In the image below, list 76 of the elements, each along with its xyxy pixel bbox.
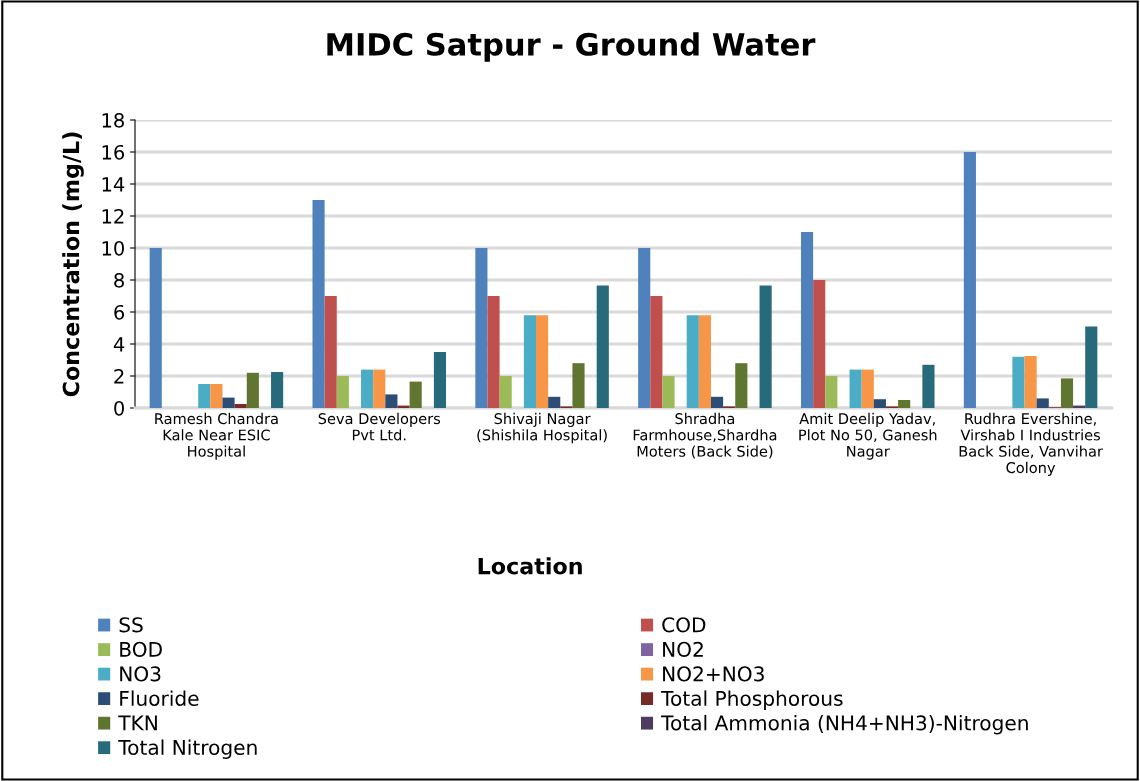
legend-label: NO2+NO3 <box>663 666 764 682</box>
bar <box>638 248 651 408</box>
bar <box>1036 398 1049 408</box>
bar <box>487 296 500 408</box>
bar <box>385 394 398 408</box>
bar <box>698 315 711 408</box>
bar <box>800 232 814 408</box>
y-tick-label: 14 <box>102 177 125 192</box>
bar <box>397 405 410 408</box>
bar <box>735 363 748 408</box>
bar <box>1024 356 1037 408</box>
bar <box>222 397 235 408</box>
bar <box>536 315 549 408</box>
legend-label: Fluoride <box>120 690 199 707</box>
legend-label: Total Phosphorous <box>661 690 843 710</box>
bar <box>433 352 447 408</box>
x-tick-label: Amit Deelip Yadav, Plot No 50, Ganesh Nagar <box>799 412 937 460</box>
bar <box>210 384 223 408</box>
bar <box>849 369 862 408</box>
bar <box>596 285 609 408</box>
bar <box>361 369 374 408</box>
bar <box>825 376 838 408</box>
bar <box>922 364 935 408</box>
bar <box>1012 356 1025 408</box>
bar <box>898 400 911 408</box>
bar <box>548 396 561 408</box>
bar <box>409 381 422 408</box>
x-tick-label: Shivaji Nagar (Shishila Hospital) <box>477 412 607 444</box>
bar <box>149 248 162 408</box>
y-tick-label: 0 <box>114 400 124 416</box>
legend-label: TKN <box>118 715 157 731</box>
x-axis-title: Location <box>478 557 582 575</box>
x-tick-label: Seva Developers Pvt Ltd. <box>318 412 441 441</box>
y-tick-label: 16 <box>102 144 125 160</box>
bar <box>650 296 663 408</box>
bar <box>198 384 211 408</box>
bar <box>475 248 488 408</box>
y-tick-label: 2 <box>114 368 124 384</box>
y-tick-label: 8 <box>114 272 124 288</box>
chart-title: MIDC Satpur - Ground Water <box>327 32 816 62</box>
legend-label: COD <box>662 617 706 633</box>
x-tick-label: Rudhra Evershine, Virshab I Industries Back Side, Vanvihar Colony <box>959 412 1103 476</box>
y-tick-label: 12 <box>102 208 124 224</box>
bar <box>246 372 259 408</box>
legend-label: Total Ammonia (NH4+NH3)-Nitrogen <box>661 714 1028 735</box>
y-tick-label: 18 <box>102 112 124 128</box>
bar <box>686 315 699 408</box>
bar <box>234 404 247 408</box>
bar <box>499 376 512 408</box>
bar <box>662 376 675 408</box>
bar <box>271 372 284 408</box>
legend-label: BOD <box>120 641 162 657</box>
x-tick-label: Ramesh Chandra Kale Near ESIC Hospital <box>155 412 278 460</box>
legend-label: Total Nitrogen <box>118 739 257 759</box>
bar <box>523 315 537 408</box>
bar <box>1085 326 1098 408</box>
bar <box>813 280 826 408</box>
y-tick-label: 4 <box>113 337 125 352</box>
y-tick-label: 6 <box>114 304 125 320</box>
y-tick-label: 10 <box>102 240 124 256</box>
bar <box>1060 378 1074 408</box>
legend-label: NO2 <box>663 641 703 657</box>
bar <box>572 363 585 408</box>
bar <box>861 369 874 408</box>
bar <box>759 285 772 408</box>
legend-label: NO3 <box>120 666 161 682</box>
bar <box>873 399 886 408</box>
bar <box>963 152 976 408</box>
y-axis-title: Concentration (mg/L) <box>62 132 84 397</box>
bar <box>336 376 349 408</box>
legend-label: SS <box>119 617 143 633</box>
bar <box>710 396 724 408</box>
bar <box>324 296 337 408</box>
bar <box>373 369 386 408</box>
x-tick-label: Shradha Farmhouse,Shardha Moters (Back Side) <box>633 412 777 459</box>
bar <box>312 200 325 408</box>
